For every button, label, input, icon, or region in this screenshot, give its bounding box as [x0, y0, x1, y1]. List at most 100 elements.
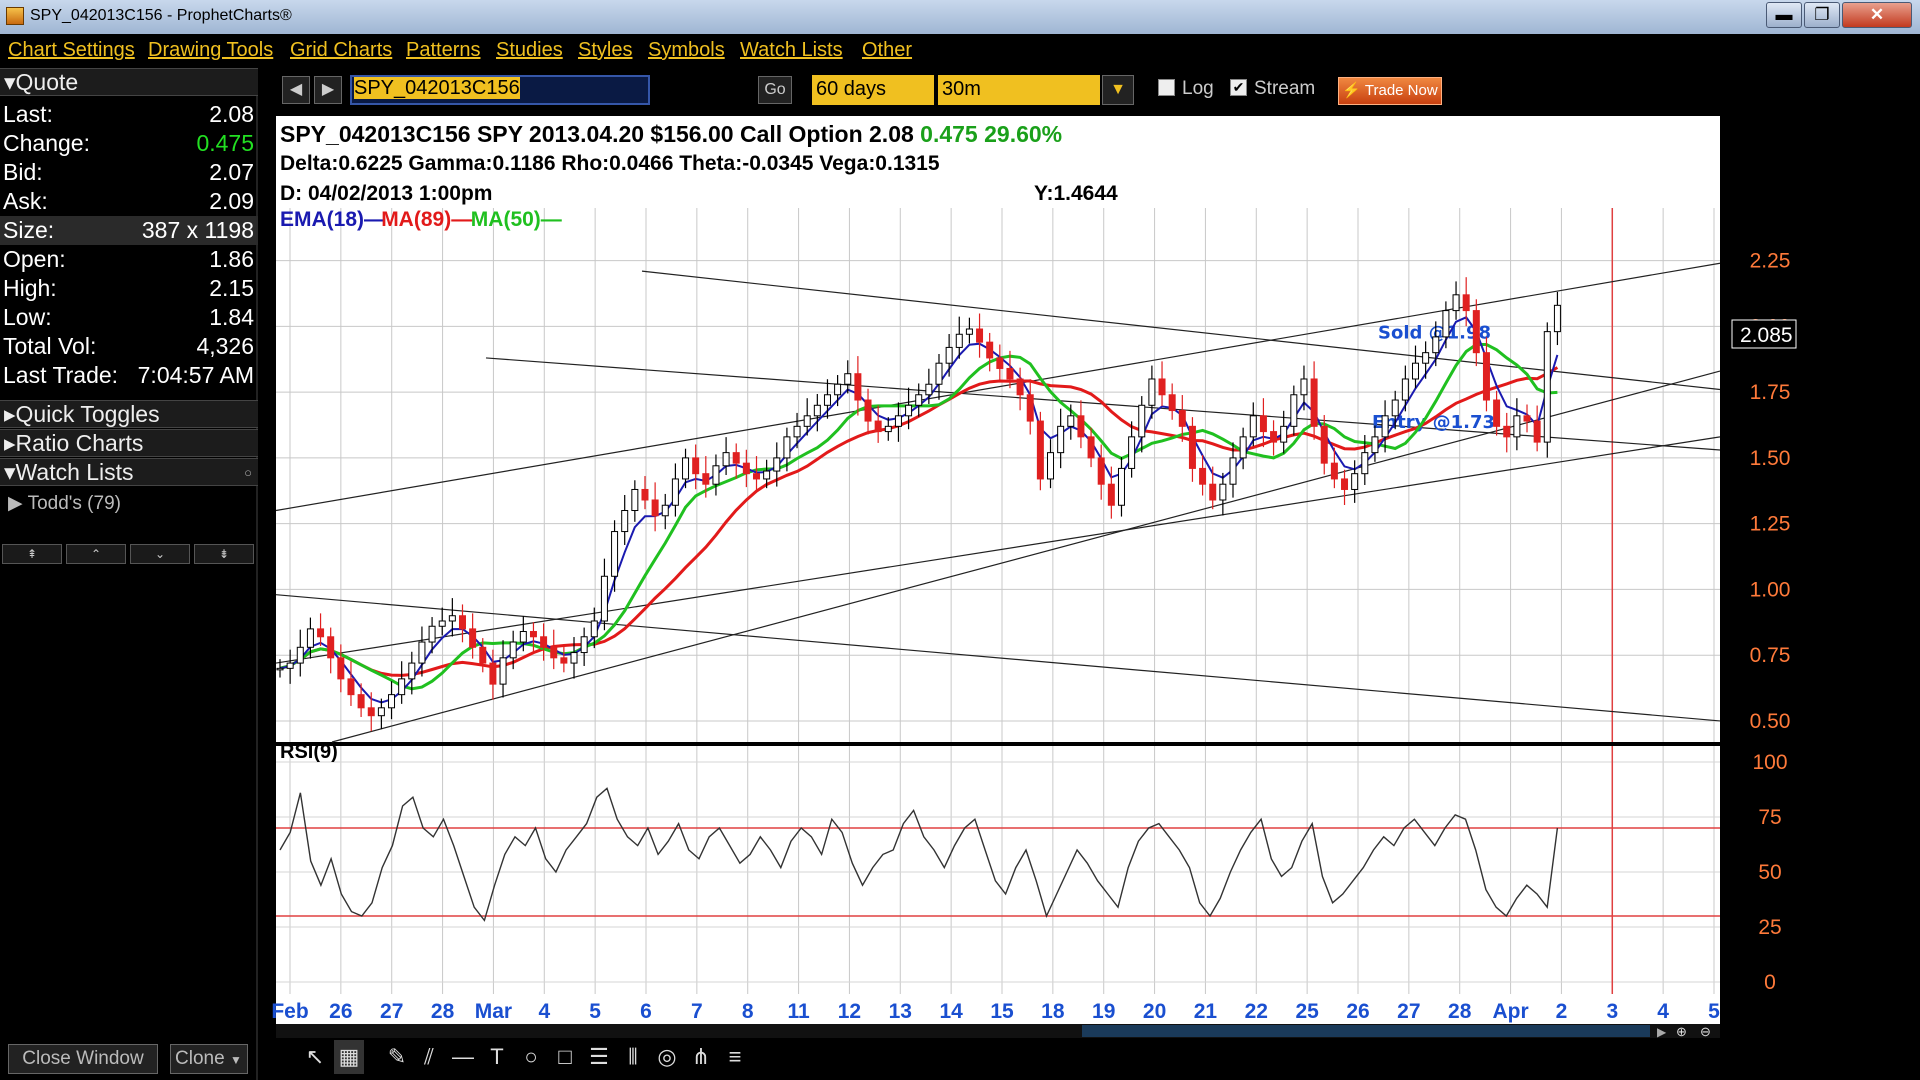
candle-body [540, 636, 548, 648]
move-up-button[interactable]: ⌃ [66, 544, 126, 564]
candle-body [276, 667, 284, 671]
text-icon[interactable]: T [490, 1044, 504, 1069]
rectangle-icon[interactable]: □ [558, 1044, 572, 1069]
move-down-button[interactable]: ⌄ [130, 544, 190, 564]
move-bottom-button[interactable]: ⇟ [194, 544, 254, 564]
interval-select[interactable]: 30m [938, 75, 1100, 105]
menu-symbols[interactable]: Symbols [648, 39, 725, 61]
clone-button[interactable]: Clone ▼ [170, 1044, 248, 1074]
menu-styles[interactable]: Styles [578, 39, 633, 61]
candle-body [469, 628, 477, 648]
candle-body [1107, 483, 1115, 506]
x-tick-label: 12 [838, 1000, 861, 1023]
candle-body [1351, 473, 1359, 490]
candle-body [1543, 331, 1551, 443]
symbol-value: SPY_042013C156 [354, 77, 520, 99]
quote-row-total-vol: Total Vol: 4,326 [0, 332, 258, 361]
quote-section-header[interactable]: ▾Quote [0, 68, 258, 96]
menu-other[interactable]: Other [862, 39, 913, 61]
log-checkbox[interactable] [1158, 79, 1175, 96]
pencil-icon[interactable]: ✎ [387, 1044, 407, 1069]
menu-chart-settings[interactable]: Chart Settings [8, 39, 135, 61]
stream-label: Stream [1254, 78, 1316, 99]
pointer-icon[interactable]: ↖ [305, 1044, 325, 1069]
zoom-out-icon[interactable]: ⊖ [1700, 1024, 1711, 1038]
fibonacci-icon[interactable]: ☰ [589, 1044, 609, 1069]
candle-body [1128, 436, 1136, 469]
chevron-down-icon: ▼ [229, 1053, 242, 1067]
quote-panel: ▾Quote Last: 2.08 Change: 0.475 Bid: 2.07 A… [0, 68, 258, 1080]
quote-value: 7:04:57 AM [137, 362, 254, 388]
candle-body [479, 646, 487, 664]
back-arrow-icon[interactable]: ◀ [282, 76, 310, 104]
chevron-down-icon[interactable]: ▼ [1102, 75, 1134, 105]
x-tick-label: 26 [329, 1000, 352, 1023]
menu-studies[interactable]: Studies [496, 39, 563, 61]
trade-now-button[interactable]: ⚡ Trade Now [1338, 77, 1442, 105]
menu-grid-charts[interactable]: Grid Charts [290, 39, 393, 61]
x-tick-label: 25 [1295, 1000, 1319, 1023]
rsi-tick-label: 50 [1758, 861, 1781, 884]
go-button[interactable]: Go [758, 76, 792, 104]
watch-lists-header[interactable]: ▾Watch Lists ○ [0, 458, 258, 486]
x-tick-label: 8 [742, 1000, 754, 1023]
symbol-input[interactable]: SPY_042013C156 [350, 75, 650, 105]
maximize-button[interactable]: ❐ [1804, 2, 1840, 28]
zoom-in-icon[interactable]: ⊕ [1676, 1024, 1687, 1038]
menu-drawing-tools[interactable]: Drawing Tools [148, 39, 274, 61]
grid-icon[interactable]: ▦ [334, 1040, 364, 1074]
x-axis: Feb 26 27 28 Mar 4 5 6 7 8 11 12 13 14 15 18 19 20 21 22 25 2… [272, 1000, 1720, 1023]
candle-body [1513, 415, 1521, 438]
quote-row-low: Low: 1.84 [0, 303, 258, 332]
candle-body [317, 628, 325, 638]
candle-body [945, 346, 953, 364]
quote-value: 4,326 [196, 333, 254, 359]
watch-lists-options-icon[interactable]: ○ [244, 465, 252, 480]
close-window-x-button[interactable]: ✕ [1842, 2, 1912, 28]
quick-toggles-header[interactable]: ▸Quick Toggles [0, 400, 258, 428]
minimize-button[interactable]: ▬ [1766, 2, 1802, 28]
candle-body [1493, 399, 1501, 427]
candle-body [1381, 415, 1389, 438]
rsi-tick-label: 25 [1758, 916, 1781, 939]
candle-body [834, 383, 842, 396]
quote-label: Total Vol: [3, 333, 97, 359]
forward-arrow-icon[interactable]: ▶ [314, 76, 342, 104]
x-tick-label: 15 [990, 1000, 1014, 1023]
watch-list-item[interactable]: ▶ Todd's (79) [8, 493, 121, 514]
ratio-charts-header[interactable]: ▸Ratio Charts [0, 429, 258, 457]
list-icon[interactable]: ≡ [728, 1044, 742, 1069]
move-top-button[interactable]: ⇞ [2, 544, 62, 564]
clone-label: Clone [175, 1048, 225, 1069]
quote-label: Ask: [3, 188, 48, 214]
candle-body [327, 636, 335, 659]
period-select[interactable]: 60 days [812, 75, 934, 105]
close-window-button[interactable]: Close Window [8, 1044, 158, 1074]
stream-checkbox[interactable]: ✔ [1230, 79, 1247, 96]
parallel-lines-icon[interactable]: ⫽ [424, 1044, 434, 1069]
ratio-charts-label: Ratio Charts [15, 430, 144, 456]
ellipse-icon[interactable]: ○ [524, 1044, 538, 1069]
watch-lists-label: Watch Lists [15, 459, 134, 485]
scroll-right-icon[interactable]: ▶ [1657, 1025, 1667, 1038]
x-tick-label: 7 [691, 1000, 703, 1023]
candle-body [428, 625, 436, 643]
window-title-bar: SPY_042013C156 - ProphetCharts® ▬ ❐ ✕ [0, 0, 1920, 34]
candle-body [783, 436, 791, 459]
gann-icon[interactable]: ⦀ [628, 1044, 638, 1069]
horizontal-line-icon[interactable]: — [452, 1044, 474, 1069]
menu-watch-lists[interactable]: Watch Lists [740, 39, 843, 61]
candle-body [1432, 336, 1440, 354]
quote-label: High: [3, 275, 57, 301]
candle-body [1523, 415, 1531, 422]
candle-body [935, 362, 943, 385]
candle-body [1067, 415, 1075, 427]
cycle-icon[interactable]: ◎ [657, 1044, 677, 1069]
candle-body [1188, 425, 1196, 469]
scrollbar-thumb[interactable] [1082, 1025, 1650, 1037]
candle-body [509, 641, 517, 659]
menu-patterns[interactable]: Patterns [406, 39, 481, 61]
pitchfork-icon[interactable]: ⋔ [691, 1044, 711, 1069]
menu-bar: Chart Settings Drawing Tools Grid Charts… [0, 34, 1920, 66]
